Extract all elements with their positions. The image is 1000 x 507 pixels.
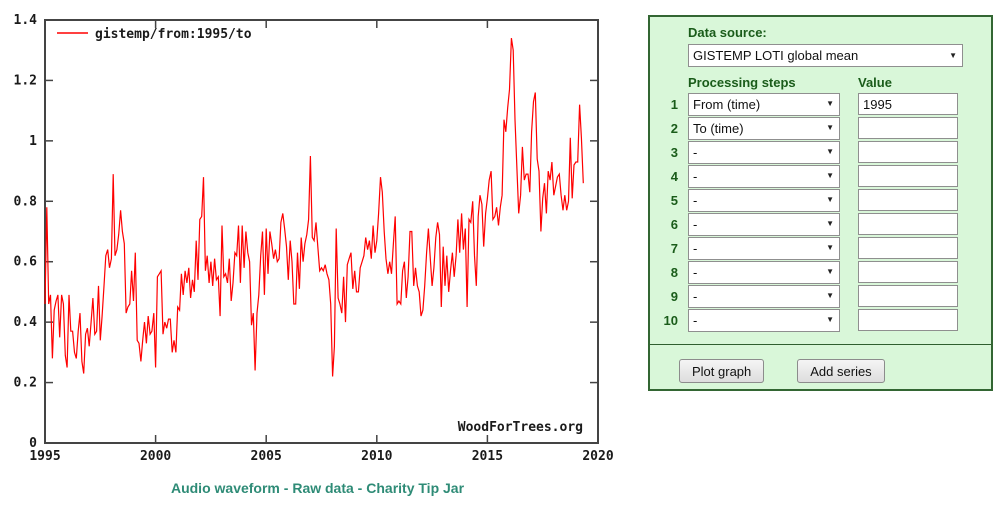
x-tick-label: 2020 [582,449,613,464]
data-source-select[interactable]: GISTEMP LOTI global mean [688,44,963,67]
step-select-wrap: - ▼ [688,260,840,284]
processing-steps-header: Processing steps [688,75,796,90]
step-value-input[interactable] [858,213,958,235]
step-select-wrap: To (time) ▼ [688,116,840,140]
step-select[interactable]: - [688,236,840,260]
data-source-label: Data source: [688,25,767,40]
plot-border [44,19,599,444]
temperature-anomaly-chart: 1995 2000 2005 2010 2015 2020 0 0.2 0.4 0.6 0.8 1 1.… [14,13,614,464]
x-tick-label: 2000 [140,449,171,464]
step-row: 8 - ▼ [658,260,983,284]
step-row: 3 - ▼ [658,140,983,164]
footer-link-audio-waveform[interactable]: Audio waveform [170,480,280,496]
chart-column: 1995 2000 2005 2010 2015 2020 0 0.2 0.4 0.6 0.8 1 1.… [0,13,635,496]
step-select-wrap: From (time) ▼ [688,92,840,116]
y-tick-label: 0.2 [14,376,37,391]
x-tick-label: 2010 [361,449,392,464]
step-number: 8 [670,264,678,280]
step-value-input[interactable] [858,309,958,331]
value-header: Value [858,75,892,90]
step-select[interactable]: - [688,188,840,212]
x-tick-label: 2015 [472,449,503,464]
step-value-input[interactable] [858,189,958,211]
step-row: 7 - ▼ [658,236,983,260]
footer-link-charity-tip-jar[interactable]: Charity Tip Jar [366,480,465,496]
footer-separator: - [353,480,367,496]
step-value-input[interactable] [858,261,958,283]
panel-separator [650,344,991,345]
legend-label: gistemp/from:1995/to [95,27,252,42]
y-tick-label: 0 [29,436,37,451]
step-select[interactable]: - [688,212,840,236]
step-row: 2 To (time) ▼ [658,116,983,140]
step-number: 4 [670,168,678,184]
step-select-wrap: - ▼ [688,188,840,212]
buttons-row: Plot graph Add series [658,359,983,383]
add-series-button[interactable]: Add series [797,359,885,383]
y-tick-label: 0.4 [14,315,38,330]
y-tick-label: 1.4 [14,13,38,28]
step-select-wrap: - ▼ [688,212,840,236]
step-row: 10 - ▼ [658,308,983,332]
step-number: 10 [663,312,678,328]
step-select-wrap: - ▼ [688,308,840,332]
step-row: 9 - ▼ [658,284,983,308]
plot-graph-button[interactable]: Plot graph [679,359,765,383]
step-row: 5 - ▼ [658,188,983,212]
step-select-wrap: - ▼ [688,164,840,188]
woodfortrees-watermark: WoodForTrees.org [458,420,583,435]
footer-link-raw-data[interactable]: Raw data [292,480,354,496]
step-select[interactable]: - [688,164,840,188]
y-tick-label: 0.6 [14,255,38,270]
y-tick-label: 0.8 [14,194,38,209]
step-select[interactable]: - [688,284,840,308]
step-value-input[interactable] [858,165,958,187]
y-tick-label: 1 [29,134,37,149]
step-number: 1 [670,96,678,112]
gistemp-series-line [44,38,584,377]
step-number: 2 [670,120,678,136]
data-source-select-wrap: GISTEMP LOTI global mean ▼ [688,44,963,67]
footer-links: Audio waveform - Raw data - Charity Tip … [0,480,635,496]
step-select[interactable]: - [688,140,840,164]
step-number: 6 [670,216,678,232]
step-select[interactable]: - [688,260,840,284]
step-number: 7 [670,240,678,256]
step-value-input[interactable] [858,117,958,139]
step-row: 4 - ▼ [658,164,983,188]
x-tick-label: 2005 [251,449,282,464]
y-tick-label: 1.2 [14,73,37,88]
column-headers: Processing steps Value [658,75,983,90]
step-select[interactable]: - [688,308,840,332]
footer-separator: - [279,480,293,496]
step-select-wrap: - ▼ [688,140,840,164]
step-select[interactable]: To (time) [688,116,840,140]
series-config-panel: Data source: GISTEMP LOTI global mean ▼ … [648,15,993,391]
step-value-input[interactable] [858,93,958,115]
step-select-wrap: - ▼ [688,284,840,308]
step-number: 9 [670,288,678,304]
step-number: 3 [670,144,678,160]
step-row: 1 From (time) ▼ [658,92,983,116]
step-value-input[interactable] [858,237,958,259]
step-select-wrap: - ▼ [688,236,840,260]
step-row: 6 - ▼ [658,212,983,236]
x-tick-label: 1995 [29,449,60,464]
step-value-input[interactable] [858,141,958,163]
step-select[interactable]: From (time) [688,92,840,116]
step-number: 5 [670,192,678,208]
step-value-input[interactable] [858,285,958,307]
